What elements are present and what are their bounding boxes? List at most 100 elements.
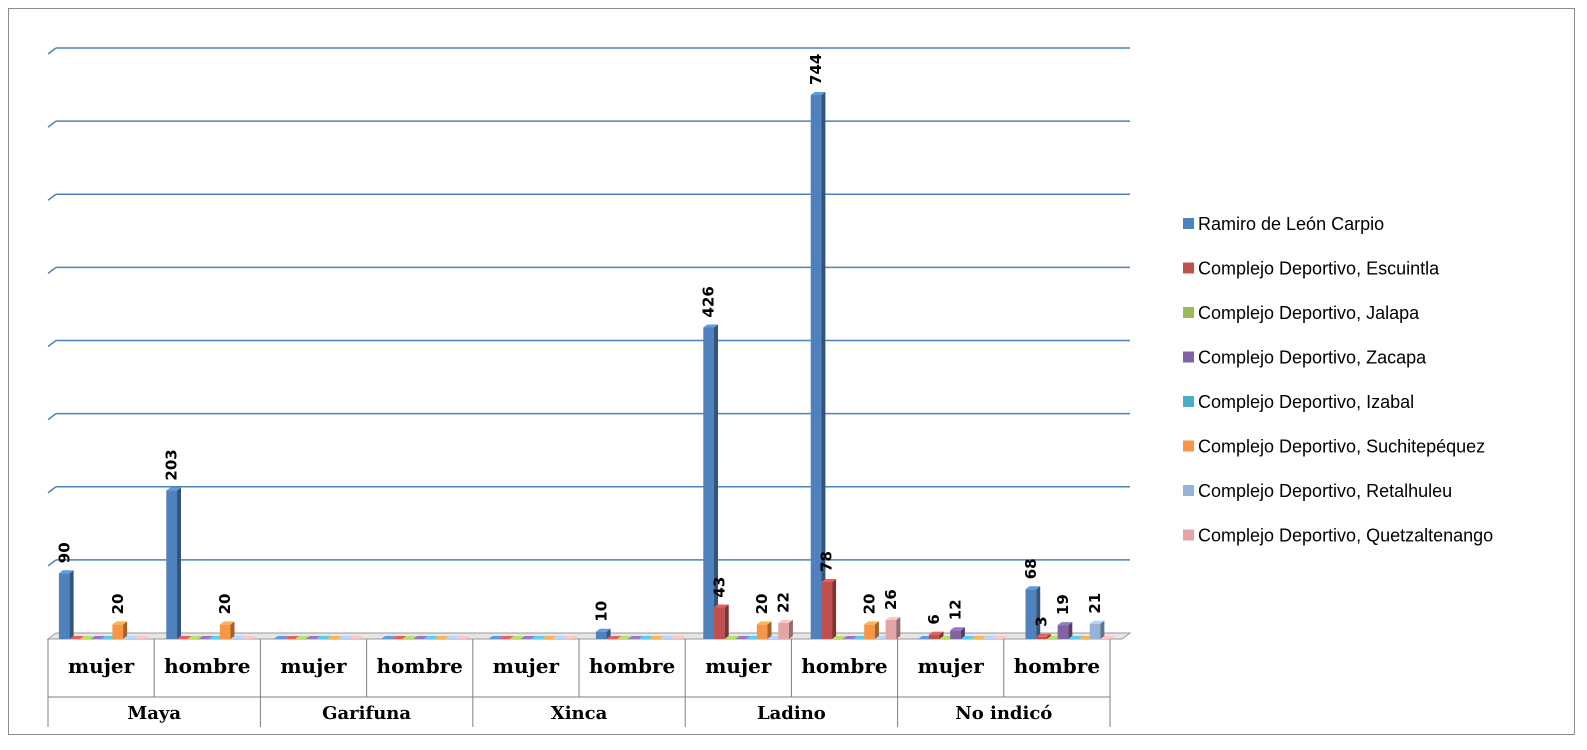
bar-top — [177, 635, 192, 639]
category-label: mujer — [280, 654, 347, 678]
gridline — [47, 193, 57, 201]
bar — [456, 635, 471, 639]
data-label: 43 — [710, 577, 728, 598]
bar-face — [1025, 589, 1037, 639]
legend-swatch — [1183, 262, 1194, 274]
bar-top — [960, 635, 976, 639]
bar-top — [810, 91, 826, 95]
data-label: 19 — [1054, 594, 1072, 615]
bar-side — [574, 635, 579, 639]
bar-face — [885, 619, 897, 639]
bar-face — [756, 624, 768, 639]
bar-side — [466, 635, 471, 639]
legend-item: Complejo Deportivo, Jalapa — [1183, 303, 1420, 323]
bar — [241, 635, 256, 639]
bar — [112, 621, 128, 639]
category-label: hombre — [377, 654, 463, 678]
bar-top — [413, 635, 428, 639]
bar-side — [832, 578, 837, 639]
category-label: mujer — [918, 654, 985, 678]
bar-side — [69, 570, 74, 639]
bar-top — [434, 635, 450, 639]
bar — [703, 324, 718, 639]
data-label: 426 — [700, 286, 718, 317]
data-label: 90 — [55, 542, 73, 563]
bar — [1036, 633, 1051, 639]
bar-top — [80, 635, 95, 639]
bar-top — [832, 635, 847, 639]
bar-top — [950, 627, 965, 631]
legend-swatch — [1183, 529, 1194, 541]
bar-top — [166, 487, 181, 491]
bar-side — [1003, 635, 1008, 639]
category-axis: mujer hombre mujer hombre mujer hombre mujer ho… — [47, 639, 1111, 727]
bar-face — [821, 581, 833, 639]
bar-top — [112, 621, 128, 625]
data-label: 3 — [1033, 616, 1051, 626]
bar-top — [284, 635, 300, 639]
bar-top — [198, 635, 214, 639]
bar-top — [402, 635, 418, 639]
gridline — [47, 266, 57, 274]
bar-side — [767, 621, 772, 639]
bar-face — [166, 490, 177, 639]
bar-top — [617, 635, 632, 639]
bar — [563, 635, 579, 639]
bar-face — [810, 94, 822, 639]
bar-top — [445, 635, 460, 639]
gridline — [47, 413, 57, 421]
bar-top — [552, 635, 568, 639]
data-label: 20 — [216, 594, 234, 615]
gridline — [47, 120, 57, 128]
bar-top — [735, 635, 751, 639]
bar-top — [1057, 622, 1073, 626]
group-label: Maya — [127, 703, 181, 724]
bar — [670, 635, 686, 639]
gridline — [47, 339, 57, 348]
bar-top — [230, 635, 246, 639]
legend-label: Complejo Deportivo, Quetzaltenango — [1198, 526, 1493, 546]
bar-top — [1025, 586, 1041, 590]
bar-face — [714, 607, 725, 639]
legend-label: Complejo Deportivo, Jalapa — [1198, 303, 1420, 323]
bar-face — [703, 327, 714, 639]
bar-side — [251, 635, 256, 639]
bar-side — [606, 628, 611, 639]
data-label: 68 — [1022, 558, 1040, 579]
legend-item: Complejo Deportivo, Izabal — [1183, 392, 1414, 412]
bar-face — [595, 631, 607, 639]
data-label: 203 — [163, 449, 181, 480]
bar-top — [606, 635, 622, 639]
bar-top — [58, 570, 74, 574]
group-label: Garifuna — [322, 703, 411, 724]
bar-top — [1036, 633, 1051, 637]
bar-top — [509, 635, 525, 639]
legend-swatch — [1183, 485, 1194, 496]
data-label: 10 — [592, 601, 610, 622]
bar-side — [1046, 633, 1051, 639]
bar — [885, 616, 901, 639]
data-label: 20 — [861, 594, 879, 615]
legend-item: Ramiro de León Carpio — [1183, 214, 1384, 234]
bar — [1057, 622, 1073, 639]
bar-face — [864, 624, 875, 639]
bar-side — [177, 487, 181, 639]
bar-side — [874, 621, 879, 639]
legend-item: Complejo Deportivo, Retalhuleu — [1183, 481, 1452, 501]
bar — [928, 631, 944, 639]
bar-side — [1111, 635, 1116, 639]
bar-side — [1036, 586, 1041, 639]
data-label: 20 — [753, 594, 771, 615]
data-label: 6 — [925, 614, 943, 624]
bar-top — [327, 635, 342, 639]
bar-face — [219, 624, 231, 639]
legend-label: Complejo Deportivo, Suchitepéquez — [1198, 437, 1485, 457]
legend: Ramiro de León Carpio Complejo Deportivo,… — [1183, 214, 1493, 546]
chart-frame — [8, 8, 1575, 735]
group-label: No indicó — [955, 703, 1052, 724]
bar-face — [112, 624, 124, 639]
bar-top — [842, 635, 858, 639]
bar-top — [542, 635, 557, 639]
bar-top — [1089, 620, 1105, 624]
bar-face — [1057, 625, 1069, 639]
